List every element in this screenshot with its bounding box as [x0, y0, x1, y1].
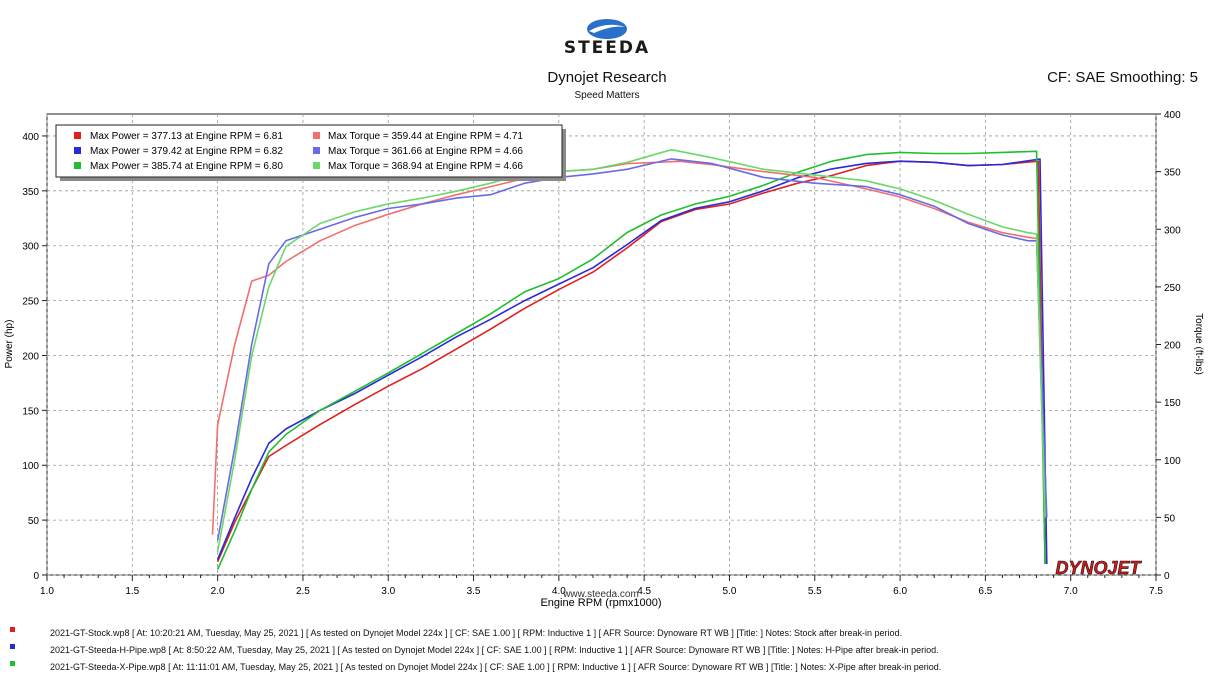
run-color-marker: [10, 661, 15, 666]
steeda-logo: STEEDA: [526, 18, 688, 58]
y2-tick-label: 300: [1164, 225, 1181, 236]
y-tick-label: 350: [22, 187, 39, 198]
run-color-marker: [10, 627, 15, 632]
chart-grid: [46, 113, 1157, 576]
x-tick-label: 4.0: [552, 586, 566, 597]
y2-tick-label: 0: [1164, 571, 1170, 582]
y-axis-label: Power (hp): [4, 320, 15, 369]
run-color-marker: [10, 644, 15, 649]
chart-legend: Max Power = 377.13 at Engine RPM = 6.81 M…: [55, 124, 566, 181]
dynojet-logo: DYNOJET: [1055, 558, 1142, 578]
x-tick-label: 1.0: [40, 586, 54, 597]
watermark-url: www.steeda.com: [562, 589, 639, 600]
series-line-5: [216, 148, 1046, 553]
y-tick-label: 250: [22, 297, 39, 308]
x-tick-label: 6.0: [893, 586, 907, 597]
run-info-row: 2021-GT-Steeda-H-Pipe.wp8 [ At: 8:50:22 …: [50, 645, 939, 655]
legend-torque-label: Max Torque = 368.94 at Engine RPM = 4.66: [328, 161, 523, 172]
chart-axes: 1.0 1.5 2.0 2.5 3.0 3.5 4.0 4.5 5.0 5.5 6.0 6.5 7.0 7…: [22, 110, 1181, 597]
chart-subtitle: Speed Matters: [574, 90, 640, 101]
y-tick-label: 50: [28, 516, 40, 527]
y2-tick-label: 100: [1164, 456, 1181, 467]
y2-tick-label: 200: [1164, 341, 1181, 352]
y-tick-label: 100: [22, 461, 39, 472]
legend-torque-label: Max Torque = 361.66 at Engine RPM = 4.66: [328, 146, 523, 157]
x-tick-label: 5.5: [808, 586, 822, 597]
x-tick-label: 2.5: [296, 586, 310, 597]
legend-power-label: Max Power = 385.74 at Engine RPM = 6.80: [90, 161, 283, 172]
legend-box: [55, 124, 563, 178]
series-line-2: [216, 150, 1046, 570]
y2-tick-label: 400: [1164, 110, 1181, 121]
legend-torque-label: Max Torque = 359.44 at Engine RPM = 4.71: [328, 131, 523, 142]
y-tick-label: 400: [22, 132, 39, 143]
x-tick-label: 7.0: [1064, 586, 1078, 597]
legend-swatch: [313, 162, 320, 169]
x-tick-label: 3.5: [467, 586, 481, 597]
legend-swatch: [74, 147, 81, 154]
legend-power-label: Max Power = 379.42 at Engine RPM = 6.82: [90, 146, 283, 157]
steeda-logo-text: STEEDA: [563, 38, 651, 58]
y2-tick-label: 250: [1164, 283, 1181, 294]
legend-swatch: [74, 162, 81, 169]
legend-swatch: [74, 132, 81, 139]
x-axis-label: Engine RPM (rpmx1000): [540, 597, 661, 609]
y2-tick-label: 50: [1164, 513, 1176, 524]
cf-label: CF: SAE Smoothing: 5: [1047, 69, 1198, 86]
x-tick-label: 3.0: [381, 586, 395, 597]
run-info-row: 2021-GT-Stock.wp8 [ At: 10:20:21 AM, Tue…: [50, 628, 903, 638]
legend-swatch: [313, 147, 320, 154]
y-tick-label: 300: [22, 242, 39, 253]
legend-swatch: [313, 132, 320, 139]
x-tick-label: 5.0: [723, 586, 737, 597]
x-tick-label: 1.5: [125, 586, 139, 597]
x-tick-label: 7.5: [1149, 586, 1163, 597]
legend-power-label: Max Power = 377.13 at Engine RPM = 6.81: [90, 131, 283, 142]
y-tick-label: 200: [22, 351, 39, 362]
run-info-row: 2021-GT-Steeda-X-Pipe.wp8 [ At: 11:11:01…: [50, 662, 942, 672]
y2-tick-label: 150: [1164, 398, 1181, 409]
x-tick-label: 6.5: [978, 586, 992, 597]
y-tick-label: 0: [33, 571, 39, 582]
y2-tick-label: 350: [1164, 168, 1181, 179]
series-line-4: [216, 158, 1048, 541]
dyno-chart: 1.0 1.5 2.0 2.5 3.0 3.5 4.0 4.5 5.0 5.5 6.0 6.5 7.0 7…: [4, 110, 1204, 609]
steeda-swoosh-icon: [587, 19, 627, 39]
x-tick-label: 2.0: [211, 586, 225, 597]
chart-series: [211, 148, 1048, 570]
series-line-1: [216, 158, 1048, 565]
x-tick-label: 4.5: [637, 586, 651, 597]
y2-axis-label: Torque (ft-lbs): [1193, 313, 1204, 375]
y-tick-label: 150: [22, 406, 39, 417]
chart-title: Dynojet Research: [547, 69, 667, 86]
